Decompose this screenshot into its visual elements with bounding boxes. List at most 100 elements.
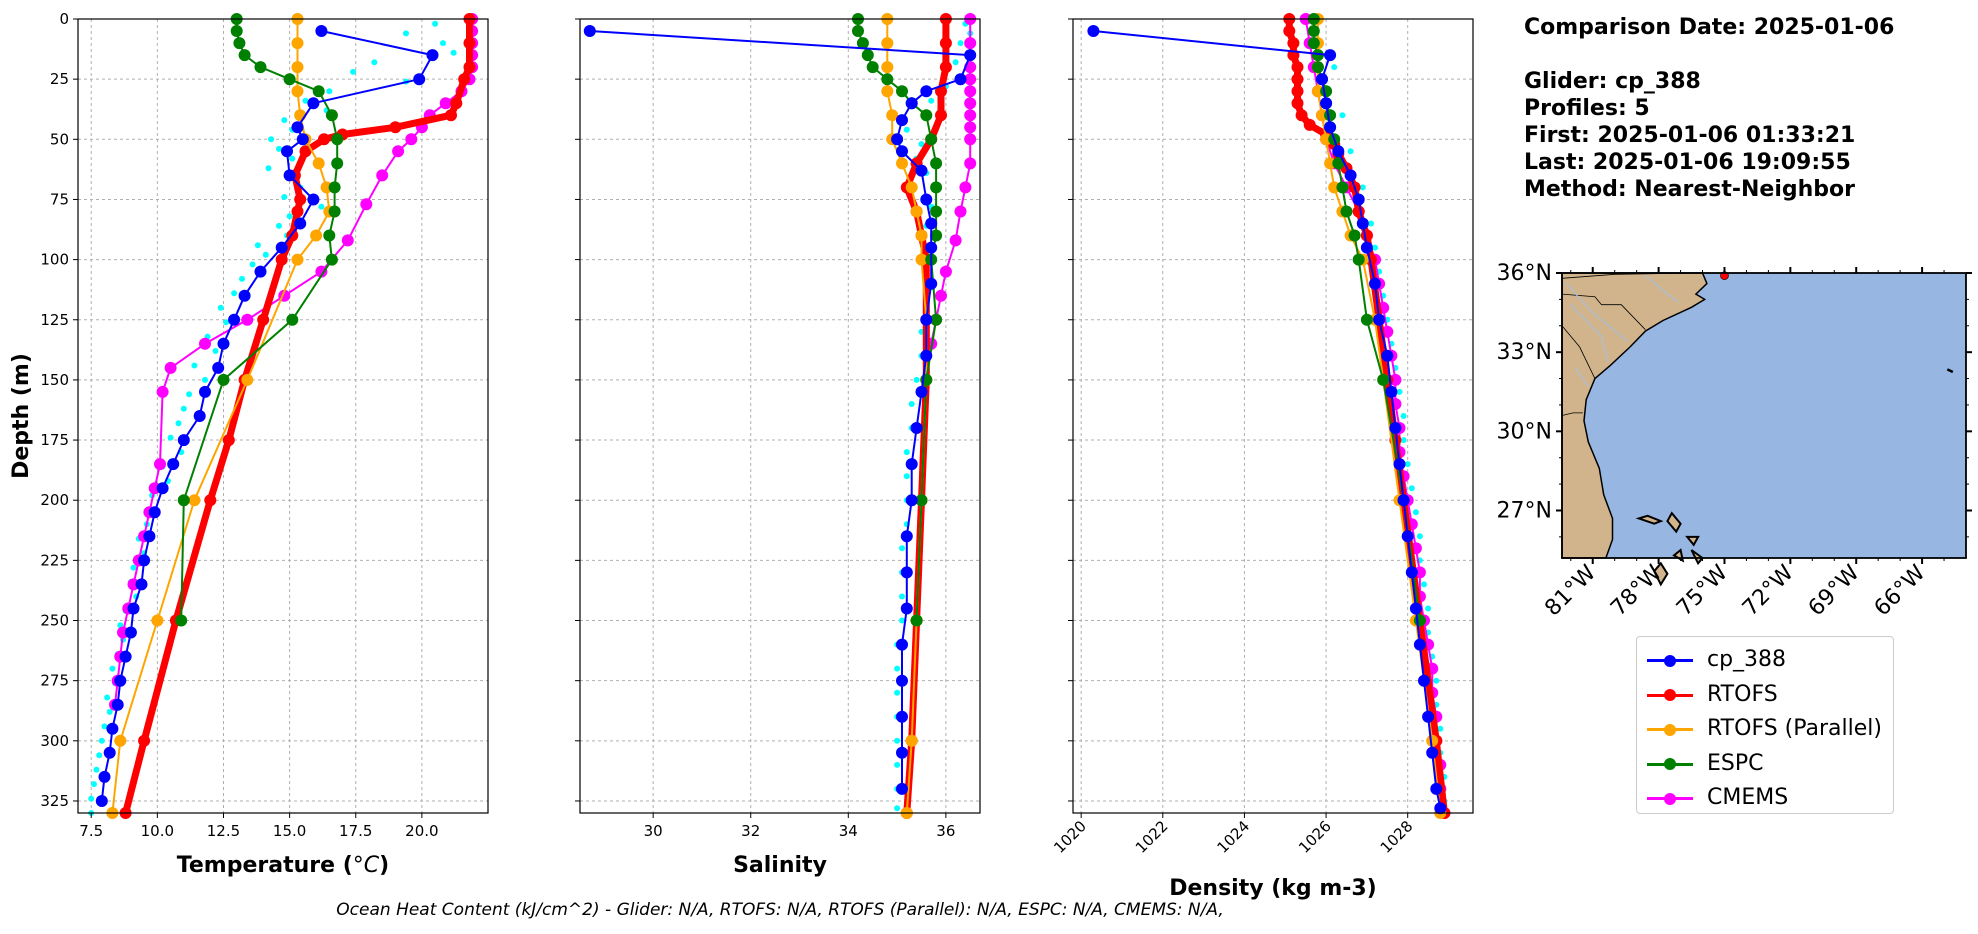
x-tick-label: 36 [936,822,955,840]
bermuda [1946,368,1954,374]
x-tick-label: 1026 [1295,817,1335,857]
x-axis-label: Salinity [733,853,827,878]
data-point [1348,229,1361,242]
data-point [1418,674,1430,687]
data-point [291,205,304,218]
data-point [896,746,908,759]
data-point [1316,73,1328,86]
data-point [331,157,344,170]
data-point [167,434,174,441]
data-point [1360,241,1373,254]
data-point [1291,61,1304,74]
legend-item: CMEMS [1637,781,1893,816]
data-point [1360,313,1373,326]
data-point [325,109,338,122]
data-point [103,746,116,759]
data-point [881,61,894,74]
data-point [315,265,328,278]
island [1685,535,1700,547]
data-point [175,420,182,427]
data-point [1352,205,1365,218]
x-tick-label: 10.0 [141,822,174,840]
y-axis-label: Depth (m) [9,353,34,479]
data-point [861,49,874,62]
data-point [894,737,901,744]
data-point [275,241,288,254]
data-point [1422,710,1435,723]
data-point [856,37,869,50]
data-point [93,766,100,773]
data-point [1307,25,1320,37]
data-point [156,482,169,495]
data-point [1434,802,1447,815]
data-point [1332,145,1345,158]
data-point [262,251,269,258]
comparison-date: Comparison Date: 2025-01-06 [1524,15,1895,40]
data-point [281,117,288,124]
data-point [254,242,261,249]
data-point [920,193,933,206]
data-point [413,73,426,86]
profile-count: Profiles: 5 [1524,96,1650,121]
data-point [204,494,217,507]
data-point [177,434,190,447]
data-point [254,265,267,278]
data-point [276,145,282,152]
data-point [900,602,913,615]
data-point [1352,253,1365,266]
data-point [95,795,108,807]
data-point [954,205,967,218]
series-cp-388 [95,25,439,807]
data-point [291,61,304,74]
data-point [1377,373,1390,386]
data-point [1287,37,1300,50]
lon-label: 66°W [1870,560,1931,621]
data-point [894,805,901,812]
data-point [1311,49,1324,62]
data-point [1413,638,1426,651]
data-point [952,59,959,66]
island [1666,511,1682,534]
data-point [896,145,908,158]
data-point [900,530,913,543]
x-axis-label-part: Temperature ( [177,853,353,878]
data-point [1344,169,1357,182]
data-point [899,617,905,624]
data-point [894,665,901,672]
data-point [925,241,938,254]
data-point [1425,605,1432,612]
y-tick-label: 100 [40,251,69,269]
data-point [915,494,928,507]
series-line [1304,18,1446,814]
data-point [905,734,918,747]
data-point [286,213,293,220]
data-point [231,290,238,297]
first-time: First: 2025-01-06 01:33:21 [1524,123,1856,148]
data-point [138,734,151,747]
data-point [1324,109,1337,122]
data-point [186,391,193,398]
data-point [1311,85,1324,98]
data-point [148,506,161,519]
data-point [900,566,913,579]
data-point [296,133,309,146]
y-tick-label: 125 [40,311,69,329]
legend: cp_388 RTOFS RTOFS (Parallel) ESPC CMEMS [1636,636,1894,814]
x-tick-label: 20.0 [405,822,438,840]
data-point [915,253,928,266]
data-point [257,313,270,326]
data-point [1356,217,1369,230]
data-point [930,157,943,170]
y-tick-label: 0 [59,10,69,28]
x-tick-label: 1024 [1214,817,1254,857]
data-point [1368,220,1374,227]
data-point [930,205,943,218]
data-point [96,752,103,759]
data-point [212,348,219,354]
data-point [915,164,928,177]
location-map: 36°N 33°N 30°N 27°N 81°W 78°W 75°W 72°W 69°W 66°W [1497,261,1972,621]
data-point [312,157,325,170]
data-point [426,49,439,62]
data-point [212,361,225,374]
data-point [164,361,177,374]
